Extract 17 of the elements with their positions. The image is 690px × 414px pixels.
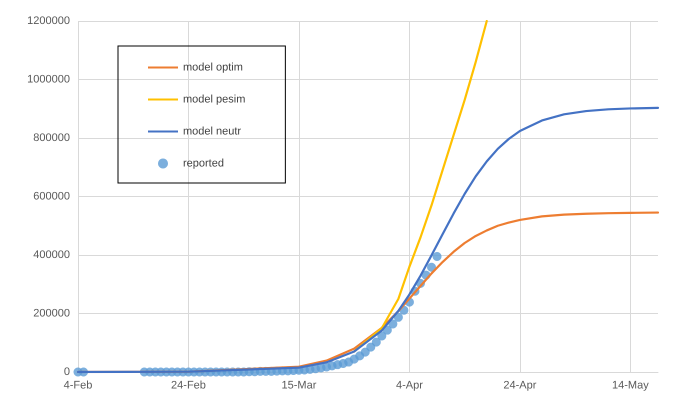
legend-label: model pesim <box>183 94 246 106</box>
legend-label: reported <box>183 158 224 170</box>
x-tick-label: 24-Feb <box>171 380 206 392</box>
x-tick-label: 4-Apr <box>396 380 424 392</box>
legend-label: model optim <box>183 62 243 74</box>
y-tick-label: 200000 <box>33 308 70 320</box>
x-tick-label: 24-Apr <box>503 380 537 392</box>
x-tick-label: 4-Feb <box>64 380 92 392</box>
y-tick-label: 400000 <box>33 249 70 261</box>
legend-label: model neutr <box>183 126 242 138</box>
y-tick-label: 800000 <box>33 132 70 144</box>
x-tick-label: 15-Mar <box>282 380 317 392</box>
y-tick-label: 600000 <box>33 190 70 202</box>
y-tick-label: 1000000 <box>27 74 70 86</box>
y-tick-label: 0 <box>64 366 70 378</box>
x-tick-label: 14-May <box>612 380 650 392</box>
y-tick-label: 1200000 <box>27 15 70 27</box>
